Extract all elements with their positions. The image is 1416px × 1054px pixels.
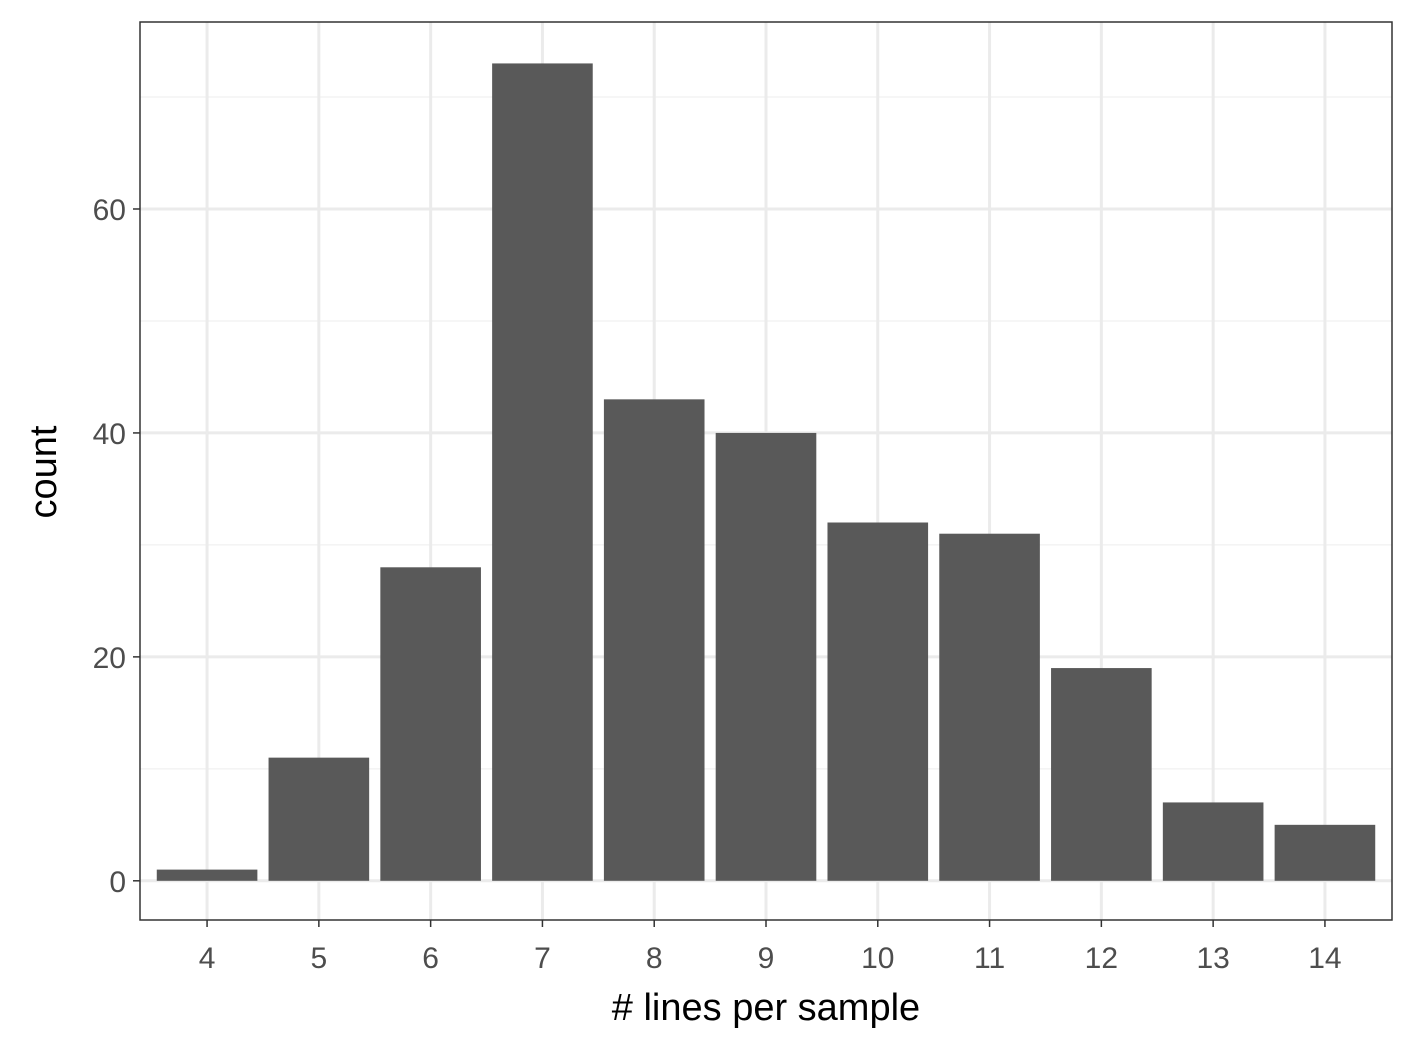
bars bbox=[156, 63, 1376, 881]
bar-10 bbox=[827, 522, 929, 881]
x-tick-label: 5 bbox=[311, 942, 328, 975]
x-axis: 4 5 6 7 8 9 10 11 12 13 14 bbox=[199, 920, 1342, 975]
y-tick-label: 40 bbox=[93, 418, 126, 451]
bar-8 bbox=[603, 399, 705, 881]
bar-5 bbox=[268, 757, 370, 881]
x-tick-label: 14 bbox=[1308, 942, 1341, 975]
y-axis: 0 20 40 60 bbox=[93, 194, 140, 899]
x-tick-label: 9 bbox=[758, 942, 775, 975]
y-tick-label: 60 bbox=[93, 194, 126, 227]
x-tick-label: 8 bbox=[646, 942, 663, 975]
x-tick-label: 12 bbox=[1085, 942, 1118, 975]
x-tick-label: 7 bbox=[534, 942, 551, 975]
y-tick-label: 0 bbox=[109, 866, 126, 899]
bar-9 bbox=[715, 432, 817, 881]
x-tick-label: 6 bbox=[422, 942, 439, 975]
bar-14 bbox=[1274, 824, 1376, 881]
y-tick-label: 20 bbox=[93, 642, 126, 675]
bar-13 bbox=[1162, 802, 1264, 881]
x-tick-label: 13 bbox=[1196, 942, 1229, 975]
y-axis-title: count bbox=[23, 425, 65, 518]
x-tick-label: 4 bbox=[199, 942, 216, 975]
x-tick-label: 11 bbox=[974, 942, 1005, 975]
bar-7 bbox=[492, 63, 593, 881]
bar-4 bbox=[156, 869, 258, 881]
x-tick-label: 10 bbox=[861, 942, 894, 975]
x-axis-title: # lines per sample bbox=[612, 987, 920, 1029]
bar-6 bbox=[380, 567, 481, 881]
bar-11 bbox=[939, 533, 1040, 881]
bar-12 bbox=[1051, 668, 1152, 881]
